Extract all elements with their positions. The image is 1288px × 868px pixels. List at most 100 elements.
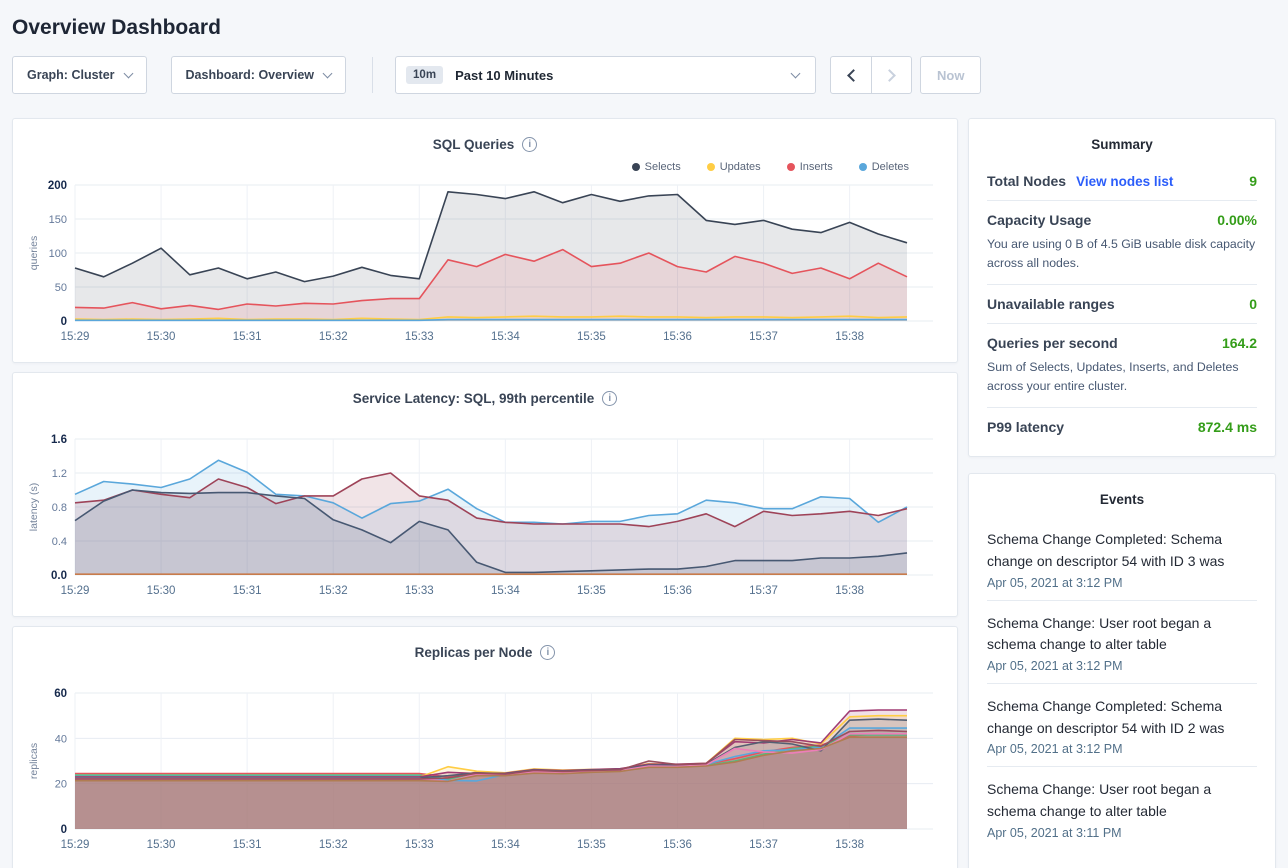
- capacity-label: Capacity Usage: [987, 212, 1092, 228]
- svg-text:queries: queries: [28, 236, 40, 270]
- event-timestamp: Apr 05, 2021 at 3:12 PM: [987, 575, 1123, 590]
- legend-dot: [706, 163, 715, 171]
- svg-text:1.2: 1.2: [52, 468, 67, 480]
- graph-select-label: Graph: Cluster: [27, 68, 115, 82]
- svg-text:0.4: 0.4: [52, 536, 67, 548]
- svg-text:0: 0: [61, 824, 67, 836]
- event-item: Schema Change: User root began a schema …: [987, 599, 1257, 683]
- svg-text:0.0: 0.0: [51, 570, 67, 582]
- legend-dot: [786, 163, 795, 171]
- time-window-badge: 10m: [406, 66, 444, 84]
- charts-column: SQL Queries i Selects Updates Inserts Delet…: [12, 118, 958, 868]
- toolbar-divider: [372, 57, 374, 93]
- info-icon[interactable]: i: [522, 136, 538, 152]
- legend-item[interactable]: Updates: [706, 157, 761, 177]
- svg-text:15:34: 15:34: [491, 839, 520, 851]
- svg-text:60: 60: [54, 688, 67, 700]
- svg-text:200: 200: [48, 180, 67, 192]
- time-range-picker[interactable]: 10m Past 10 Minutes: [395, 56, 817, 94]
- svg-text:15:29: 15:29: [61, 839, 90, 851]
- svg-text:15:34: 15:34: [491, 331, 520, 343]
- chevron-right-icon: [883, 68, 896, 82]
- svg-text:15:31: 15:31: [233, 585, 262, 597]
- page-title: Overview Dashboard: [12, 16, 221, 39]
- svg-text:15:29: 15:29: [61, 331, 90, 343]
- svg-text:15:36: 15:36: [663, 585, 692, 597]
- graph-select-dropdown[interactable]: Graph: Cluster: [12, 56, 147, 94]
- view-nodes-list-link[interactable]: View nodes list: [1076, 174, 1174, 189]
- svg-text:100: 100: [49, 248, 67, 260]
- svg-text:50: 50: [55, 282, 67, 294]
- svg-text:0: 0: [61, 316, 67, 328]
- qps-label: Queries per second: [987, 335, 1118, 352]
- chart-plot-area[interactable]: 200 150 100 50 0 15:29 15:30 15:31 15:32 15:33 15:…: [25, 179, 945, 352]
- dashboard-select-label: Dashboard: Overview: [185, 68, 315, 82]
- event-text: Schema Change: User root began a schema …: [987, 781, 1212, 819]
- p99-latency-label: P99 latency: [987, 419, 1065, 436]
- p99-latency-value: 872.4 ms: [1197, 419, 1257, 436]
- summary-item-unavailable-ranges: Unavailable ranges 0: [987, 284, 1257, 323]
- dashboard-select-dropdown[interactable]: Dashboard: Overview: [170, 56, 347, 94]
- capacity-value: 0.00%: [1217, 212, 1257, 228]
- chart-plot-area[interactable]: 60 40 20 0 15:29 15:30 15:31 15:32 15:33 15:34 15:…: [25, 687, 945, 860]
- event-text: Schema Change Completed: Schema change o…: [987, 697, 1225, 736]
- svg-text:15:35: 15:35: [577, 839, 606, 851]
- legend-item[interactable]: Inserts: [786, 157, 833, 177]
- svg-text:15:34: 15:34: [491, 585, 520, 597]
- svg-text:15:38: 15:38: [835, 331, 864, 343]
- svg-text:15:38: 15:38: [835, 585, 864, 597]
- time-window-label: Past 10 Minutes: [455, 67, 554, 83]
- svg-text:15:33: 15:33: [405, 331, 434, 343]
- svg-text:150: 150: [49, 214, 67, 226]
- svg-text:15:30: 15:30: [147, 331, 176, 343]
- unavailable-ranges-label: Unavailable ranges: [987, 296, 1115, 313]
- svg-text:15:37: 15:37: [749, 839, 778, 851]
- info-icon[interactable]: i: [602, 390, 618, 406]
- now-button[interactable]: Now: [920, 56, 982, 94]
- chart-legend: [25, 411, 945, 431]
- chevron-down-icon: [322, 68, 333, 79]
- svg-text:15:32: 15:32: [319, 839, 348, 851]
- info-icon[interactable]: i: [540, 644, 556, 660]
- event-timestamp: Apr 05, 2021 at 3:12 PM: [987, 658, 1123, 673]
- chart-plot-area[interactable]: 1.6 1.2 0.8 0.4 0.0 15:29 15:30 15:31 15:32 15:33…: [25, 433, 945, 606]
- legend-dot: [858, 163, 867, 171]
- svg-text:15:36: 15:36: [663, 839, 692, 851]
- summary-title: Summary: [1091, 137, 1153, 152]
- qps-value: 164.2: [1221, 335, 1257, 352]
- svg-text:15:32: 15:32: [319, 585, 348, 597]
- total-nodes-value: 9: [1249, 173, 1257, 189]
- chart-legend: [25, 665, 945, 685]
- qps-subtext: Sum of Selects, Updates, Inserts, and De…: [987, 360, 1239, 394]
- svg-text:15:37: 15:37: [749, 331, 778, 343]
- events-title: Events: [1099, 492, 1145, 508]
- svg-text:15:33: 15:33: [405, 585, 434, 597]
- next-time-button[interactable]: [871, 57, 911, 93]
- events-panel: Events Schema Change Completed: Schema c…: [968, 473, 1276, 868]
- svg-text:15:30: 15:30: [147, 839, 176, 851]
- event-timestamp: Apr 05, 2021 at 3:12 PM: [987, 742, 1123, 757]
- svg-text:40: 40: [55, 733, 67, 745]
- chevron-down-icon: [790, 68, 801, 79]
- svg-text:15:30: 15:30: [147, 585, 176, 597]
- summary-panel: Summary Total Nodes View nodes list 9 Ca…: [968, 118, 1276, 458]
- legend-item[interactable]: Selects: [631, 157, 681, 177]
- svg-text:0.8: 0.8: [52, 502, 67, 514]
- capacity-subtext: You are using 0 B of 4.5 GiB usable disk…: [987, 237, 1256, 271]
- svg-text:15:29: 15:29: [61, 585, 90, 597]
- svg-text:15:32: 15:32: [319, 331, 348, 343]
- svg-text:15:35: 15:35: [577, 331, 606, 343]
- summary-item-qps: Queries per second 164.2 Sum of Selects,…: [987, 323, 1257, 407]
- summary-item-p99: P99 latency 872.4 ms: [987, 407, 1257, 446]
- svg-text:20: 20: [55, 779, 67, 791]
- content: SQL Queries i Selects Updates Inserts Delet…: [12, 118, 1276, 868]
- svg-text:15:38: 15:38: [835, 839, 864, 851]
- total-nodes-label: Total Nodes: [987, 173, 1067, 189]
- summary-item-capacity: Capacity Usage 0.00% You are using 0 B o…: [987, 200, 1257, 284]
- svg-text:15:36: 15:36: [663, 331, 692, 343]
- event-text: Schema Change: User root began a schema …: [987, 614, 1212, 653]
- legend-item[interactable]: Deletes: [858, 157, 909, 177]
- svg-text:15:31: 15:31: [233, 331, 262, 343]
- prev-time-button[interactable]: [831, 57, 871, 93]
